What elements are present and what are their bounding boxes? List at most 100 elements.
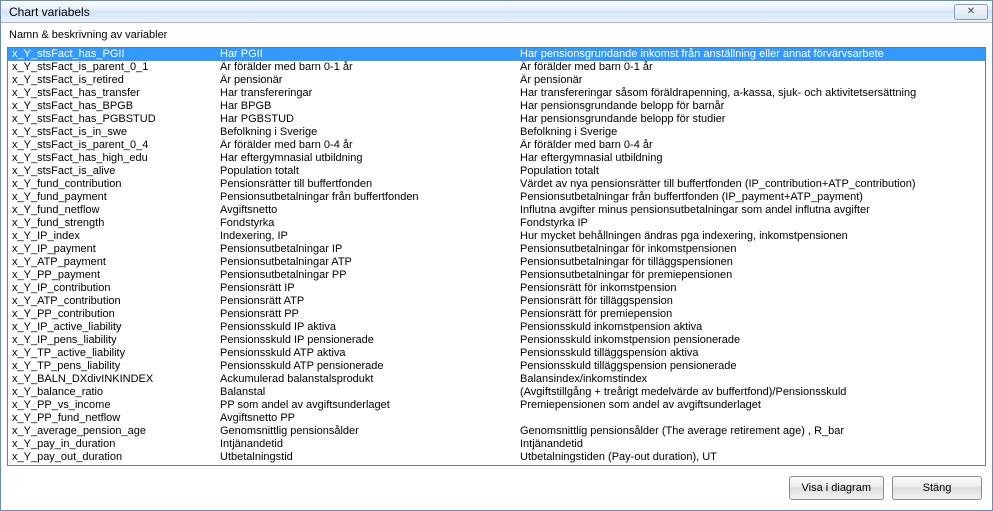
variable-label: Pensionsrätt IP — [220, 282, 520, 295]
variable-label: Pensionsskuld ATP pensionerade — [220, 360, 520, 373]
variable-description: Pensionsutbetalningar för tilläggspensio… — [520, 256, 981, 269]
variable-name: x_Y_stsFact_is_parent_0_1 — [12, 61, 220, 74]
list-item[interactable]: x_Y_IP_paymentPensionsutbetalningar IPPe… — [8, 243, 985, 256]
list-item[interactable]: x_Y_IP_pens_liabilityPensionsskuld IP pe… — [8, 334, 985, 347]
variable-name: x_Y_IP_contribution — [12, 282, 220, 295]
variable-name: x_Y_stsFact_is_retired — [12, 74, 220, 87]
list-item[interactable]: x_Y_PP_paymentPensionsutbetalningar PPPe… — [8, 269, 985, 282]
variable-description: Pensionsskuld tilläggspension pensionera… — [520, 360, 981, 373]
close-button[interactable]: Stäng — [892, 476, 982, 500]
variable-label: Befolkning i Sverige — [220, 126, 520, 139]
variable-description: Premiepensionen som andel av avgiftsunde… — [520, 399, 981, 412]
window-close-button[interactable]: ✕ — [954, 4, 988, 20]
variable-name: x_Y_BALN_DXdivINKINDEX — [12, 373, 220, 386]
variable-label: Har PGBSTUD — [220, 113, 520, 126]
list-item[interactable]: x_Y_PP_fund_netflowAvgiftsnetto PP — [8, 412, 985, 425]
variable-label: Genomsnittlig pensionsålder — [220, 425, 520, 438]
variable-name: x_Y_fund_payment — [12, 191, 220, 204]
list-item[interactable]: x_Y_TP_pens_liabilityPensionsskuld ATP p… — [8, 360, 985, 373]
list-item[interactable]: x_Y_stsFact_has_PGBSTUDHar PGBSTUDHar pe… — [8, 113, 985, 126]
variable-name: x_Y_stsFact_is_in_swe — [12, 126, 220, 139]
variable-description: Pensionsskuld inkomstpension pensionerad… — [520, 334, 981, 347]
variable-name: x_Y_IP_pens_liability — [12, 334, 220, 347]
list-item[interactable]: x_Y_stsFact_is_parent_0_1Är förälder med… — [8, 61, 985, 74]
variable-label: Indexering, IP — [220, 230, 520, 243]
variable-description: Pensionsutbetalningar från buffertfonden… — [520, 191, 981, 204]
variable-description: Befolkning i Sverige — [520, 126, 981, 139]
list-item[interactable]: x_Y_fund_strengthFondstyrkaFondstyrka IP — [8, 217, 985, 230]
variable-label: Fondstyrka — [220, 217, 520, 230]
variable-description: Balansindex/inkomstindex — [520, 373, 981, 386]
show-in-diagram-button[interactable]: Visa i diagram — [789, 476, 885, 500]
list-item[interactable]: x_Y_ATP_paymentPensionsutbetalningar ATP… — [8, 256, 985, 269]
variable-label: Pensionsskuld ATP aktiva — [220, 347, 520, 360]
variable-description: Är förälder med barn 0-4 år — [520, 139, 981, 152]
variable-description: Pensionsskuld tilläggspension aktiva — [520, 347, 981, 360]
variable-name: x_Y_ATP_contribution — [12, 295, 220, 308]
variable-description: Har transfereringar såsom föräldrapennin… — [520, 87, 981, 100]
list-item[interactable]: x_Y_balance_ratioBalanstal(Avgiftstillgå… — [8, 386, 985, 399]
variable-name: x_Y_ATP_payment — [12, 256, 220, 269]
variable-label: Pensionsutbetalningar ATP — [220, 256, 520, 269]
list-item[interactable]: x_Y_PP_vs_incomePP som andel av avgiftsu… — [8, 399, 985, 412]
list-item[interactable]: x_Y_IP_indexIndexering, IPHur mycket beh… — [8, 230, 985, 243]
variable-description: Population totalt — [520, 165, 981, 178]
list-item[interactable]: x_Y_BALN_DXdivINKINDEXAckumulerad balans… — [8, 373, 985, 386]
list-item[interactable]: x_Y_IP_active_liabilityPensionsskuld IP … — [8, 321, 985, 334]
dialog-window: Chart variabels ✕ Namn & beskrivning av … — [0, 0, 993, 511]
variable-label: Pensionsskuld IP pensionerade — [220, 334, 520, 347]
variable-name: x_Y_stsFact_has_BPGB — [12, 100, 220, 113]
variable-description: Värdet av nya pensionsrätter till buffer… — [520, 178, 981, 191]
variable-description: Är pensionär — [520, 74, 981, 87]
variable-label: PP som andel av avgiftsunderlaget — [220, 399, 520, 412]
variable-description: Influtna avgifter minus pensionsutbetaln… — [520, 204, 981, 217]
variable-name: x_Y_TP_active_liability — [12, 347, 220, 360]
variable-list[interactable]: x_Y_stsFact_has_PGIIHar PGIIHar pensions… — [7, 47, 986, 466]
list-item[interactable]: x_Y_fund_contributionPensionsrätter till… — [8, 178, 985, 191]
variable-label: Har transfereringar — [220, 87, 520, 100]
titlebar[interactable]: Chart variabels ✕ — [1, 1, 992, 23]
list-item[interactable]: x_Y_pay_in_durationIntjänandetidIntjänan… — [8, 438, 985, 451]
variable-label: Är förälder med barn 0-1 år — [220, 61, 520, 74]
list-item[interactable]: x_Y_pay_out_durationUtbetalningstidUtbet… — [8, 451, 985, 464]
variable-name: x_Y_IP_index — [12, 230, 220, 243]
list-item[interactable]: x_Y_stsFact_is_retiredÄr pensionärÄr pen… — [8, 74, 985, 87]
variable-label: Är förälder med barn 0-4 år — [220, 139, 520, 152]
list-item[interactable]: x_Y_TP_active_liabilityPensionsskuld ATP… — [8, 347, 985, 360]
variable-label: Pensionsrätt ATP — [220, 295, 520, 308]
variable-description: Pensionsutbetalningar för premiepensione… — [520, 269, 981, 282]
variable-name: x_Y_stsFact_is_alive — [12, 165, 220, 178]
list-item[interactable]: x_Y_stsFact_is_in_sweBefolkning i Sverig… — [8, 126, 985, 139]
variable-name: x_Y_stsFact_has_PGII — [12, 48, 220, 61]
close-icon: ✕ — [967, 6, 975, 17]
variable-name: x_Y_stsFact_has_PGBSTUD — [12, 113, 220, 126]
list-item[interactable]: x_Y_stsFact_has_BPGBHar BPGBHar pensions… — [8, 100, 985, 113]
variable-name: x_Y_average_pension_age — [12, 425, 220, 438]
variable-name: x_Y_IP_active_liability — [12, 321, 220, 334]
variable-name: x_Y_stsFact_has_high_edu — [12, 152, 220, 165]
list-item[interactable]: x_Y_stsFact_has_PGIIHar PGIIHar pensions… — [8, 48, 985, 61]
list-item[interactable]: x_Y_stsFact_is_parent_0_4Är förälder med… — [8, 139, 985, 152]
list-item[interactable]: x_Y_fund_payment Pensionsutbetalningar fr… — [8, 191, 985, 204]
variable-description: Genomsnittlig pensionsålder (The average… — [520, 425, 981, 438]
list-item[interactable]: x_Y_stsFact_has_transferHar transfererin… — [8, 87, 985, 100]
dialog-footer: Visa i diagram Stäng — [1, 470, 992, 510]
variable-description: Har pensionsgrundande belopp för studier — [520, 113, 981, 126]
variable-description: Utbetalningstiden (Pay-out duration), UT — [520, 451, 981, 464]
list-item[interactable]: x_Y_IP_contributionPensionsrätt IPPensio… — [8, 282, 985, 295]
variable-name: x_Y_stsFact_has_transfer — [12, 87, 220, 100]
variable-description: Fondstyrka IP — [520, 217, 981, 230]
list-item[interactable]: x_Y_ATP_contributionPensionsrätt ATPPens… — [8, 295, 985, 308]
variable-label: Avgiftsnetto PP — [220, 412, 520, 425]
variable-label: Utbetalningstid — [220, 451, 520, 464]
variable-name: x_Y_PP_vs_income — [12, 399, 220, 412]
variable-label: Intjänandetid — [220, 438, 520, 451]
list-item[interactable]: x_Y_stsFact_has_high_eduHar eftergymnasi… — [8, 152, 985, 165]
variable-name: x_Y_stsFact_is_parent_0_4 — [12, 139, 220, 152]
list-item[interactable]: x_Y_PP_contributionPensionsrätt PPPensio… — [8, 308, 985, 321]
window-title: Chart variabels — [9, 5, 90, 19]
list-item[interactable]: x_Y_average_pension_ageGenomsnittlig pen… — [8, 425, 985, 438]
list-item[interactable]: x_Y_fund_netflowAvgiftsnettoInflutna avg… — [8, 204, 985, 217]
list-item[interactable]: x_Y_stsFact_is_alivePopulation totaltPop… — [8, 165, 985, 178]
variable-name: x_Y_fund_netflow — [12, 204, 220, 217]
